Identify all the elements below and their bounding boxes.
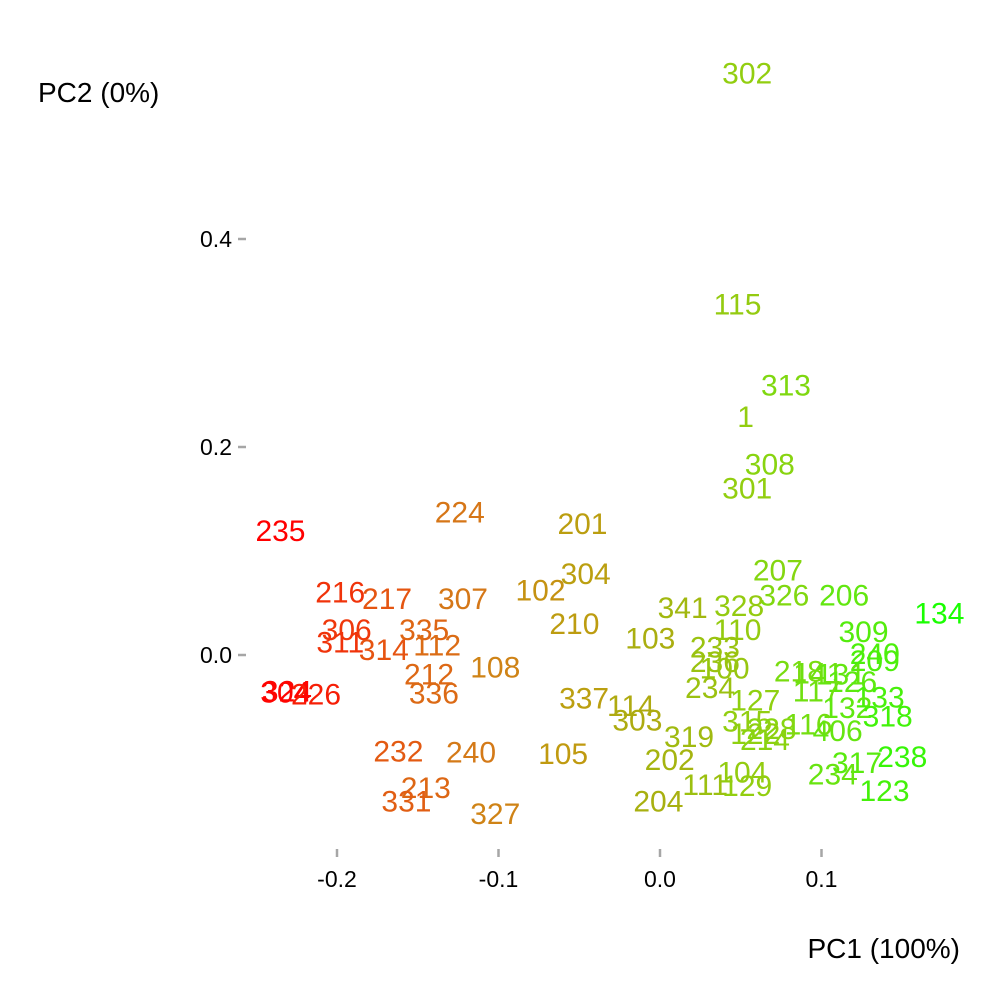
point-label: 314 <box>359 634 409 667</box>
point-label: 335 <box>399 614 449 647</box>
point-label: 216 <box>315 577 365 610</box>
point-label: 236 <box>690 646 740 679</box>
point-label: 326 <box>759 580 809 613</box>
point-label: 133 <box>855 682 905 715</box>
point-label: 308 <box>745 449 795 482</box>
point-label: 337 <box>559 683 609 716</box>
point-label: 123 <box>859 775 909 808</box>
point-label: 115 <box>714 288 762 321</box>
point-label: 327 <box>470 798 520 831</box>
point-label: 114 <box>607 690 655 723</box>
point-label: 307 <box>438 583 488 616</box>
point-label: 1 <box>737 401 754 434</box>
point-label: 406 <box>813 715 863 748</box>
x-tick-label: 0.1 <box>806 866 838 892</box>
point-label: 105 <box>538 738 588 771</box>
point-label: 304 <box>260 676 310 709</box>
point-label: 207 <box>753 555 803 588</box>
point-label: 233 <box>690 632 740 665</box>
point-label: 319 <box>664 721 714 754</box>
point-label: 228 <box>746 713 796 746</box>
point-label: 306 <box>322 614 372 647</box>
point-label: 112 <box>413 630 461 663</box>
point-label: 240 <box>850 638 900 671</box>
point-label: 328 <box>714 590 764 623</box>
point-label: 126 <box>827 666 877 699</box>
y-tick-label: 0.0 <box>200 642 232 668</box>
point-label: 141 <box>793 658 843 691</box>
point-label: 301 <box>722 473 772 506</box>
point-label: 100 <box>700 652 750 685</box>
point-label: 214 <box>740 724 790 757</box>
point-label: 131 <box>816 659 866 692</box>
point-label: 134 <box>914 597 964 630</box>
point-label: 235 <box>255 515 305 548</box>
point-label: 311 <box>316 626 364 659</box>
point-label: 234 <box>808 759 858 792</box>
point-label: 309 <box>838 616 888 649</box>
x-axis: -0.2 -0.1 0.0 0.1 <box>317 849 837 892</box>
y-tick-label: 0.4 <box>200 226 232 252</box>
point-label: 111 <box>682 769 728 802</box>
point-label: 129 <box>722 770 772 803</box>
point-label: 116 <box>785 709 833 742</box>
point-label: 336 <box>409 677 459 710</box>
x-axis-title: PC1 (100%) <box>807 933 960 964</box>
x-tick-label: -0.1 <box>479 866 519 892</box>
x-tick-label: 0.0 <box>644 866 676 892</box>
point-label: 341 <box>658 592 708 625</box>
y-tick-label: 0.2 <box>200 434 232 460</box>
point-label: 240 <box>446 737 496 770</box>
point-label: 302 <box>722 58 772 91</box>
point-label: 218 <box>774 656 824 689</box>
point-label: 303 <box>612 704 662 737</box>
point-label: 212 <box>404 659 454 692</box>
point-label: 104 <box>717 756 767 789</box>
point-label: 132 <box>822 692 872 725</box>
point-label: 202 <box>645 744 695 777</box>
point-label: 324 <box>262 675 312 708</box>
point-label: 117 <box>793 675 841 708</box>
point-label: 234 <box>685 672 735 705</box>
point-label: 209 <box>850 645 900 678</box>
point-label: 224 <box>435 496 485 529</box>
point-label: 313 <box>761 370 811 403</box>
point-label: 204 <box>633 786 683 819</box>
point-label: 318 <box>863 700 913 733</box>
point-label: 226 <box>291 678 341 711</box>
point-label: 304 <box>561 558 611 591</box>
point-label: 217 <box>362 583 412 616</box>
point-label: 201 <box>557 508 607 541</box>
point-label: 210 <box>549 608 599 641</box>
point-label: 102 <box>515 574 565 607</box>
point-label: 122 <box>730 718 780 751</box>
point-label: 108 <box>470 651 520 684</box>
point-label: 103 <box>625 622 675 655</box>
x-tick-label: -0.2 <box>317 866 357 892</box>
point-label: 317 <box>832 747 882 780</box>
y-axis-title: PC2 (0%) <box>38 77 159 108</box>
point-label: 206 <box>819 580 869 613</box>
y-axis: 0.0 0.2 0.4 <box>200 226 246 668</box>
point-label: 331 <box>381 786 431 819</box>
point-label: 315 <box>722 706 772 739</box>
point-label: 232 <box>373 736 423 769</box>
point-label: 238 <box>877 741 927 774</box>
point-label: 110 <box>714 614 762 647</box>
point-label: 127 <box>730 685 780 718</box>
point-label: 213 <box>401 772 451 805</box>
